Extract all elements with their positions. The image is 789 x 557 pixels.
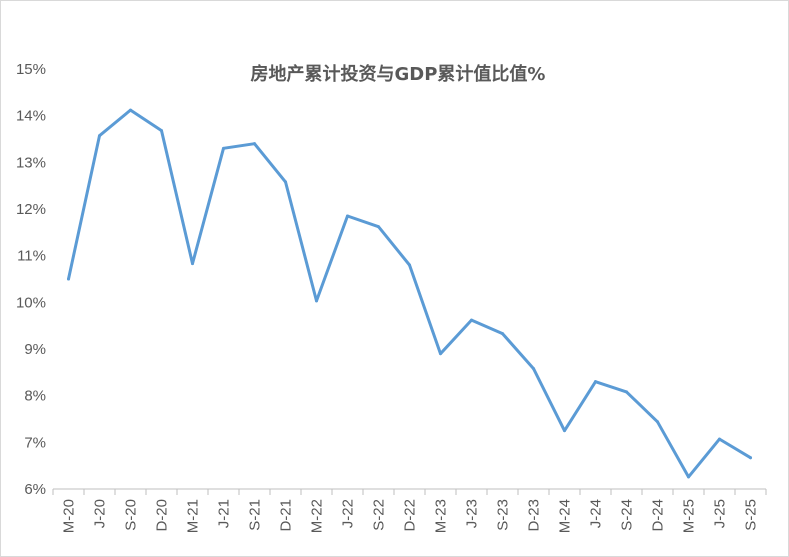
- x-tick-label: M-23: [433, 499, 450, 533]
- y-axis-ticks: 6% 7% 8% 9% 10% 11% 12% 13% 14% 15%: [16, 61, 46, 498]
- x-tick-label: M-25: [681, 499, 698, 533]
- data-point: [439, 352, 442, 356]
- x-tick-label: S-21: [247, 499, 264, 531]
- data-point: [222, 146, 225, 150]
- chart-title: 房地产累计投资与GDP累计值比值%: [251, 63, 546, 85]
- y-tick-label: 13%: [16, 154, 46, 171]
- y-tick-label: 8%: [24, 388, 46, 405]
- x-tick-label: J-24: [588, 499, 605, 528]
- x-tick-label: D-20: [154, 499, 171, 532]
- data-point: [346, 214, 349, 218]
- y-tick-label: 6%: [24, 481, 46, 498]
- data-point: [67, 277, 70, 281]
- y-tick-label: 15%: [16, 61, 46, 78]
- x-tick-label: D-22: [402, 499, 419, 532]
- data-point: [129, 108, 132, 112]
- y-tick-label: 10%: [16, 294, 46, 311]
- data-point: [656, 420, 659, 424]
- data-point: [98, 134, 101, 138]
- data-point: [625, 390, 628, 394]
- x-tick-label: M-21: [185, 499, 202, 533]
- series-line: [67, 108, 752, 479]
- data-point: [253, 142, 256, 146]
- data-point: [563, 429, 566, 433]
- data-point: [501, 332, 504, 336]
- x-tick-label: M-22: [309, 499, 326, 533]
- x-axis-ticks: M-20 J-20 S-20 D-20 M-21 J-21 S-21 D-21 M-22 J-22…: [52, 489, 767, 533]
- data-point: [718, 437, 721, 441]
- x-tick-label: J-22: [340, 499, 357, 528]
- x-tick-label: D-23: [526, 499, 543, 532]
- x-tick-label: J-20: [92, 499, 109, 528]
- x-tick-label: J-21: [216, 499, 233, 528]
- data-point: [315, 299, 318, 303]
- data-point: [284, 180, 287, 184]
- x-tick-label: J-25: [712, 499, 729, 528]
- y-tick-label: 9%: [24, 341, 46, 358]
- y-tick-label: 11%: [17, 248, 46, 265]
- y-tick-label: 12%: [16, 201, 46, 218]
- x-tick-label: S-23: [495, 499, 512, 531]
- data-point: [191, 262, 194, 266]
- data-point: [377, 225, 380, 229]
- series-layer: [67, 108, 752, 479]
- x-tick-label: D-21: [278, 499, 295, 532]
- x-tick-label: M-24: [557, 499, 574, 533]
- x-tick-label: S-20: [123, 499, 140, 531]
- x-tick-label: J-23: [464, 499, 481, 528]
- x-tick-label: S-22: [371, 499, 388, 531]
- data-point: [160, 129, 163, 133]
- data-point: [749, 456, 752, 460]
- data-point: [408, 263, 411, 267]
- data-point: [470, 318, 473, 322]
- x-tick-label: S-25: [743, 499, 760, 531]
- y-tick-label: 7%: [24, 434, 46, 451]
- data-point: [532, 367, 535, 371]
- x-tick-label: M-20: [61, 499, 78, 533]
- data-point: [594, 380, 597, 384]
- x-tick-label: D-24: [650, 499, 667, 532]
- data-point: [687, 475, 690, 479]
- x-tick-label: S-24: [619, 499, 636, 531]
- y-tick-label: 14%: [16, 108, 46, 125]
